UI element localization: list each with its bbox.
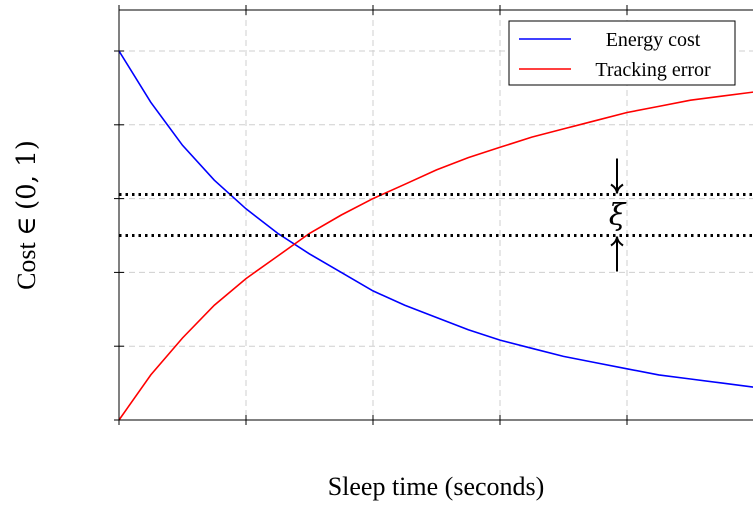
- series-line-energy-cost: [118, 50, 753, 388]
- down-arrow-head: [610, 183, 624, 194]
- x-axis-title: Sleep time (seconds): [328, 472, 545, 501]
- grid: [119, 10, 753, 420]
- y-axis-title: Cost ∈ (0, 1): [12, 140, 42, 290]
- legend: Energy cost Tracking error: [508, 20, 736, 86]
- legend-label-energy-cost: Energy cost: [606, 29, 701, 51]
- legend-box: [508, 20, 736, 86]
- legend-label-tracking-error: Tracking error: [595, 59, 711, 81]
- up-arrow-head: [610, 236, 624, 247]
- plot-frame: [118, 9, 753, 421]
- xi-label: ξ: [609, 198, 627, 233]
- series-line-tracking-error: [118, 91, 753, 421]
- series-lines: [118, 50, 753, 421]
- xi-annotation: ξ: [119, 158, 753, 272]
